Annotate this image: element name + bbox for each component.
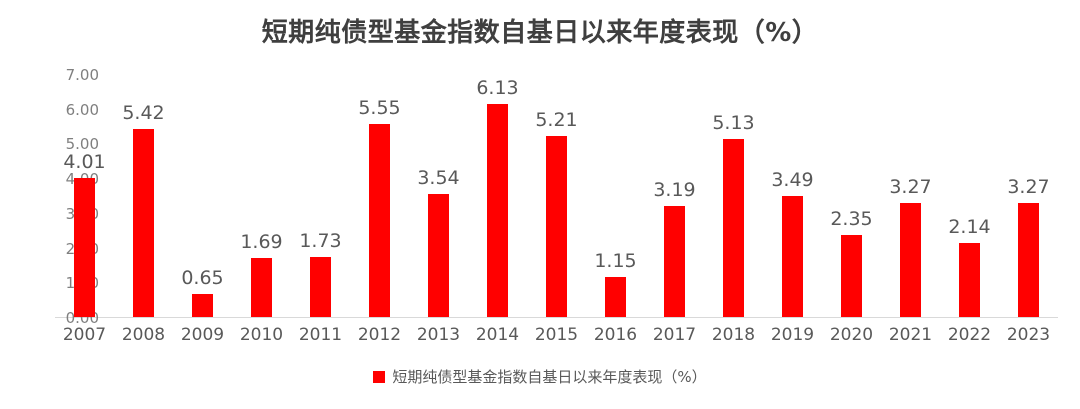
bar-slot: 3.54 2013 (409, 75, 468, 345)
chart-title: 短期纯债型基金指数自基日以来年度表现（%） (261, 18, 819, 48)
legend-label: 短期纯债型基金指数自基日以来年度表现（%） (392, 368, 707, 386)
bar-value-label: 1.69 (240, 231, 283, 253)
x-axis-tick-label: 2020 (829, 325, 874, 345)
bar-slot: 5.21 2015 (527, 75, 586, 345)
bar (546, 136, 567, 317)
bar-value-label: 2.35 (830, 208, 873, 230)
bar-slot: 3.49 2019 (763, 75, 822, 345)
bar-slot: 1.73 2011 (291, 75, 350, 345)
x-axis-tick-label: 2022 (947, 325, 992, 345)
y-axis-tick-label: 7.00 (65, 66, 99, 84)
bar (782, 196, 803, 317)
x-axis-tick-label: 2013 (416, 325, 461, 345)
bar (605, 277, 626, 317)
bar-value-label: 3.54 (417, 167, 460, 189)
bar-value-label: 5.13 (712, 112, 755, 134)
legend: 短期纯债型基金指数自基日以来年度表现（%） (0, 368, 1080, 386)
bar-value-label: 6.13 (476, 77, 519, 99)
x-axis-tick-label: 2008 (121, 325, 166, 345)
bar-value-label: 1.15 (594, 250, 637, 272)
x-axis-tick-label: 2018 (711, 325, 756, 345)
bar (428, 194, 449, 317)
x-axis-tick-label: 2011 (298, 325, 343, 345)
bar-slot: 3.27 2023 (999, 75, 1058, 345)
x-axis-tick-label: 2023 (1006, 325, 1051, 345)
bar-value-label: 5.21 (535, 109, 578, 131)
bar-slot: 2.14 2022 (940, 75, 999, 345)
y-axis-tick-label: 5.00 (65, 135, 99, 154)
bar-value-label: 5.55 (358, 97, 401, 119)
plot-area: 0.001.002.003.004.005.006.007.00 4.01200… (55, 66, 1058, 345)
bar (310, 257, 331, 317)
bar (487, 104, 508, 317)
bar-slot: 4.01 2007 (55, 75, 114, 345)
bar-slot: 2.35 2020 (822, 75, 881, 345)
x-axis-tick-label: 2015 (534, 325, 579, 345)
bar (192, 294, 213, 317)
x-axis-tick-label: 2012 (357, 325, 402, 345)
bar (841, 235, 862, 317)
x-axis-tick-label: 2016 (593, 325, 638, 345)
bar-value-label: 3.49 (771, 169, 814, 191)
bar-value-label: 5.42 (122, 102, 165, 124)
legend-swatch-icon (373, 371, 386, 383)
y-axis-tick-label: 6.00 (65, 100, 99, 119)
bar (1018, 203, 1039, 317)
bar (959, 243, 980, 317)
x-axis-tick-label: 2009 (180, 325, 225, 345)
bar-value-label: 2.14 (948, 216, 991, 238)
x-axis-tick-label: 2019 (770, 325, 815, 345)
bar (664, 206, 685, 317)
x-axis-tick-label: 2014 (475, 325, 520, 345)
x-axis-tick-label: 2010 (239, 325, 284, 345)
bar (369, 124, 390, 317)
x-axis-tick-label: 2021 (888, 325, 933, 345)
bar-value-label: 3.27 (889, 176, 932, 198)
bar-slot: 5.42 2008 (114, 75, 173, 345)
bar (74, 178, 95, 317)
bar (251, 258, 272, 317)
bar (133, 129, 154, 317)
bar-value-label: 3.19 (653, 179, 696, 201)
bar-slot: 6.13 2014 (468, 75, 527, 345)
bar-value-label: 4.01 (63, 151, 106, 173)
bar-slot: 5.13 2018 (704, 75, 763, 345)
bar-value-label: 3.27 (1007, 176, 1050, 198)
bar-slot: 1.15 2016 (586, 75, 645, 345)
bar-slot: 0.65 2009 (173, 75, 232, 345)
bar (900, 203, 921, 317)
bar-slot: 1.69 2010 (232, 75, 291, 345)
bar-slot: 3.19 2017 (645, 75, 704, 345)
x-axis-tick-label: 2007 (62, 325, 107, 345)
x-axis-tick-label: 2017 (652, 325, 697, 345)
bar-slot: 3.27 2021 (881, 75, 940, 345)
bar-slot: 5.55 2012 (350, 75, 409, 345)
bar-value-label: 1.73 (299, 230, 342, 252)
bar-value-label: 0.65 (181, 267, 224, 289)
bar (723, 139, 744, 317)
